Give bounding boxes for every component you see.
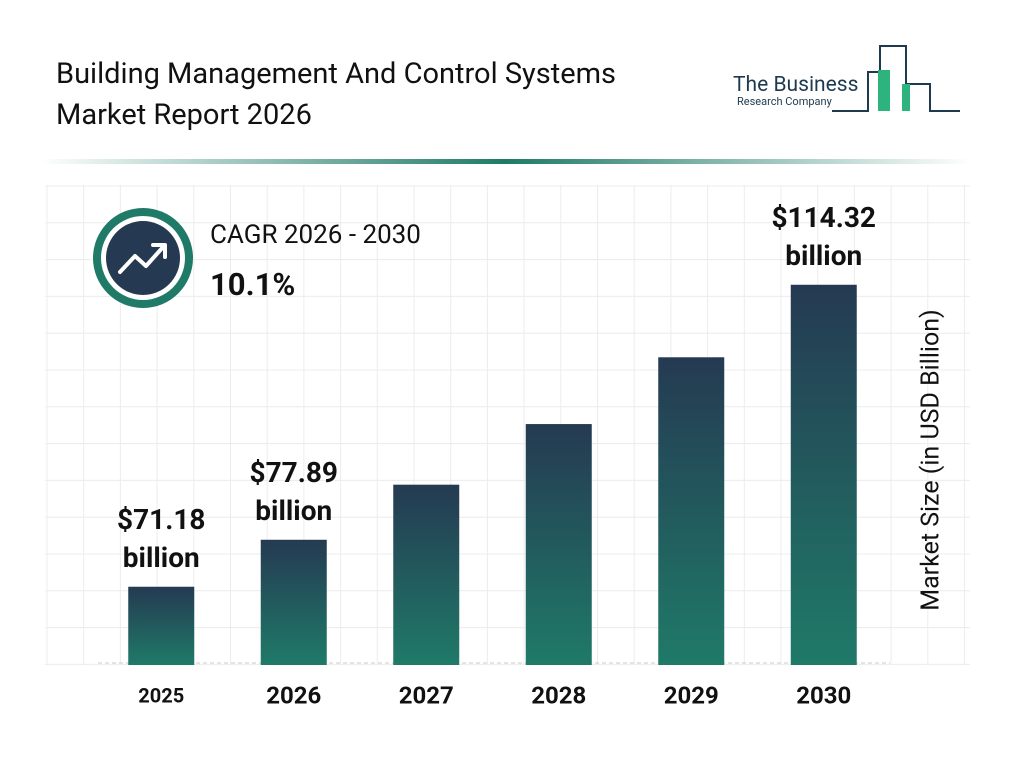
cagr-label: CAGR 2026 - 2030: [210, 220, 421, 250]
value-label: $114.32 billion: [771, 200, 876, 272]
x-tick-label: 2027: [399, 681, 454, 709]
cagr-value: 10.1%: [210, 266, 296, 303]
bar: [790, 284, 857, 665]
x-tick-label: 2030: [796, 681, 851, 709]
separator: [40, 159, 970, 164]
value-label: $77.89 billion: [249, 455, 338, 527]
cagr-icon: [106, 221, 180, 295]
value-label: $71.18 billion: [117, 502, 206, 574]
y-axis-label: Market Size (in USD Billion): [917, 309, 946, 611]
logo: [832, 45, 960, 112]
x-tick-label: 2025: [138, 683, 184, 707]
x-tick-label: 2029: [664, 681, 719, 709]
x-tick-label: 2028: [531, 681, 586, 709]
chart-title: Building Management And Control Systems …: [56, 57, 617, 132]
bar: [525, 424, 592, 665]
bar: [658, 357, 725, 665]
brand-sub: Research Company: [737, 95, 832, 108]
bar: [260, 539, 327, 665]
bar: [128, 586, 195, 665]
trend-arrow: [118, 244, 166, 274]
brand-name: The Business: [733, 73, 859, 97]
trend-arrow-head: [151, 243, 167, 259]
x-tick-label: 2026: [266, 681, 321, 709]
bar: [393, 484, 460, 665]
